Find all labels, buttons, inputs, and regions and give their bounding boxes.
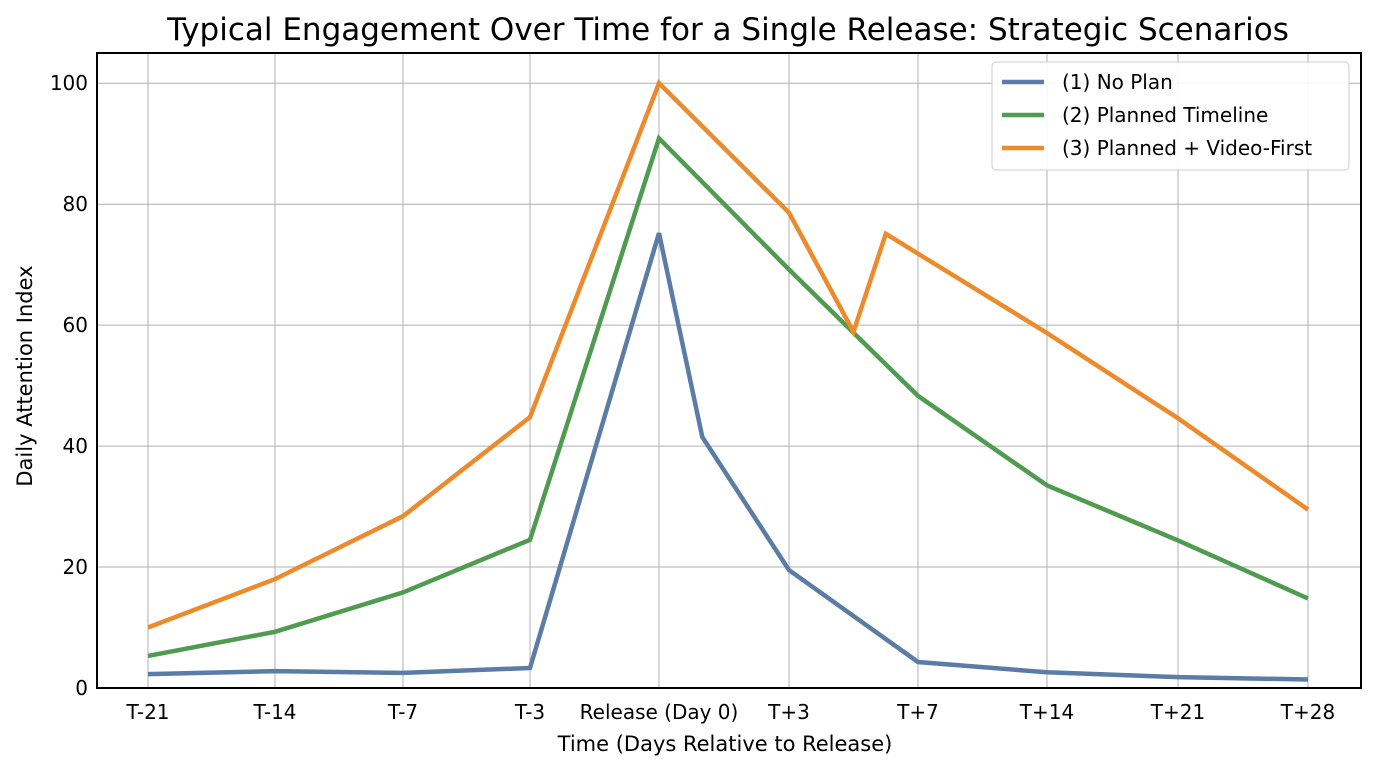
series-lines xyxy=(147,79,1310,682)
y-tick-label: 0 xyxy=(75,676,88,700)
y-tick-label: 100 xyxy=(50,71,88,95)
x-tick-label: T+14 xyxy=(1019,700,1074,724)
y-axis-label: Daily Attention Index xyxy=(13,265,37,486)
x-tick-label: T+7 xyxy=(896,700,939,724)
legend-label: (2) Planned Timeline xyxy=(1062,103,1268,127)
y-tick-label: 40 xyxy=(63,434,88,458)
x-tick-label: Release (Day 0) xyxy=(580,700,739,724)
y-tick-label: 80 xyxy=(63,192,88,216)
y-tick-labels: 0 20 40 60 80 100 xyxy=(50,71,88,700)
x-tick-label: T-7 xyxy=(387,700,418,724)
y-tick-label: 20 xyxy=(63,555,88,579)
plot-frame xyxy=(96,52,1362,689)
legend-box xyxy=(991,61,1350,171)
x-axis-label: Time (Days Relative to Release) xyxy=(557,732,893,756)
series-line-3 xyxy=(147,79,1310,630)
x-tick-label: T+21 xyxy=(1150,700,1205,724)
x-tick-label: T+28 xyxy=(1280,700,1335,724)
x-tick-label: T-3 xyxy=(514,700,545,724)
y-tick-label: 60 xyxy=(63,313,88,337)
series-line-2 xyxy=(147,134,1309,659)
legend-label: (3) Planned + Video-First xyxy=(1062,136,1312,160)
x-tick-label: T+3 xyxy=(767,700,810,724)
legend: (1) No Plan (2) Planned Timeline (3) Plann… xyxy=(991,61,1350,171)
series-line-1 xyxy=(147,232,1309,682)
x-tick-label: T-14 xyxy=(252,700,296,724)
x-tick-labels: T-21 T-14 T-7 T-3 Release (Day 0) T+3 T+7 T+14 T… xyxy=(125,700,1335,724)
x-tick-label: T-21 xyxy=(125,700,169,724)
legend-label: (1) No Plan xyxy=(1062,70,1173,94)
chart-title: Typical Engagement Over Time for a Singl… xyxy=(166,12,1289,48)
